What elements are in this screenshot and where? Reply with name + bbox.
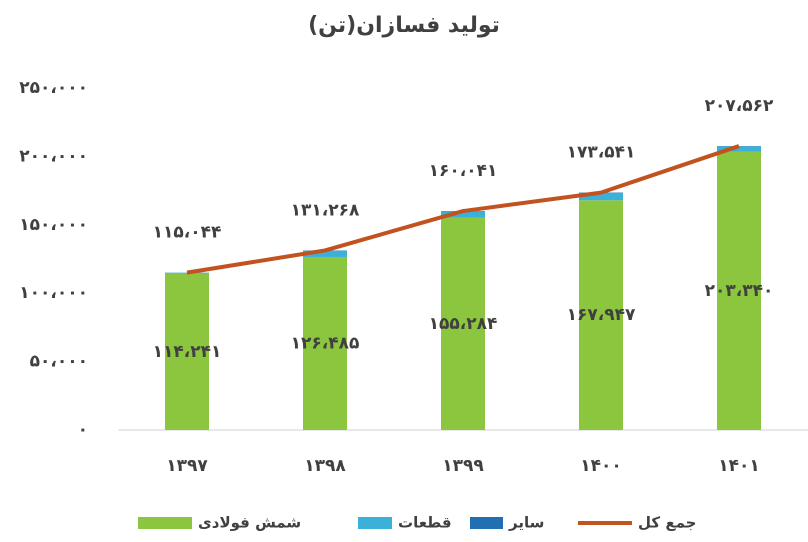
bar-segment	[717, 151, 761, 431]
x-tick-label: ۱۴۰۱	[718, 456, 760, 476]
chart-title: تولید فسازان(تن)	[308, 13, 500, 38]
data-label: ۱۷۳،۵۴۱	[567, 143, 636, 163]
x-tick-label: ۱۳۹۷	[166, 456, 208, 476]
legend-swatch	[138, 517, 192, 529]
legend-label: شمش فولادی	[198, 514, 301, 532]
data-label: ۱۶۰،۰۴۱	[429, 161, 498, 181]
y-tick-label: ۲۰۰،۰۰۰	[19, 146, 88, 166]
data-label: ۱۲۶،۴۸۵	[291, 333, 360, 353]
legend-swatch	[470, 517, 503, 529]
legend-label: جمع کل	[638, 514, 696, 532]
data-label: ۱۳۱،۲۶۸	[291, 200, 360, 220]
bar-segment	[717, 146, 761, 152]
bar-segment	[579, 200, 623, 430]
y-tick-label: ۵۰،۰۰۰	[30, 352, 88, 372]
bar-segment	[579, 192, 623, 201]
data-label: ۲۰۷،۵۶۲	[705, 96, 774, 116]
bar-segment	[441, 217, 485, 430]
x-tick-label: ۱۳۹۹	[442, 456, 484, 476]
data-label: ۱۵۵،۲۸۴	[429, 314, 498, 334]
y-tick-label: ۱۵۰،۰۰۰	[19, 215, 88, 235]
data-label: ۲۰۳،۳۴۰	[705, 281, 774, 301]
legend-label: قطعات	[398, 514, 452, 532]
y-tick-label: ۰	[78, 420, 88, 440]
legend-swatch	[358, 517, 392, 529]
bar-segment	[441, 211, 485, 218]
y-tick-label: ۱۰۰،۰۰۰	[19, 283, 88, 303]
total-line	[186, 144, 740, 275]
bar-segment	[165, 273, 209, 430]
data-label: ۱۱۵،۰۴۴	[153, 223, 222, 243]
bar-segment	[303, 256, 347, 430]
bar-segment	[165, 272, 209, 274]
data-label: ۱۱۴،۲۴۱	[153, 342, 222, 362]
bar-segment	[303, 250, 347, 257]
x-tick-label: ۱۳۹۸	[304, 456, 346, 476]
data-label: ۱۶۷،۹۴۷	[567, 305, 636, 325]
legend-label: سایر	[508, 514, 544, 532]
x-tick-label: ۱۴۰۰	[580, 456, 622, 476]
y-tick-label: ۲۵۰،۰۰۰	[19, 78, 88, 98]
